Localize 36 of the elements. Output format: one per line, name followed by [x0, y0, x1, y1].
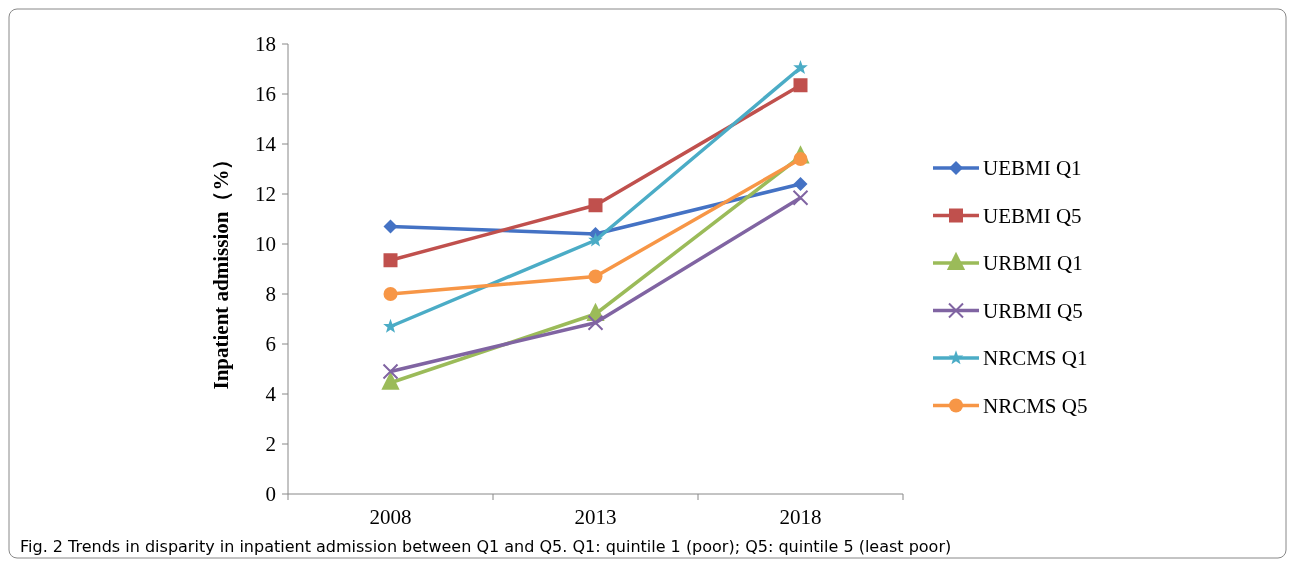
y-tick-label: 8 [265, 282, 276, 307]
point [793, 152, 808, 166]
x-tick-label: 2008 [369, 505, 412, 529]
point [383, 219, 398, 234]
y-tick-label: 12 [255, 182, 276, 207]
point [382, 363, 399, 380]
y-tick-label: 4 [265, 382, 277, 407]
x-tick-label: 2013 [574, 505, 617, 529]
x-tick-label: 2018 [779, 505, 822, 529]
point [381, 371, 400, 390]
y-tick-label: 16 [255, 82, 276, 107]
y-axis-title: Inpatient admission（%） [209, 148, 233, 390]
legend-label: UEBMI Q5 [983, 203, 1082, 228]
y-tick-label: 2 [265, 432, 276, 457]
point [383, 318, 398, 333]
point [793, 60, 808, 74]
y-tick-label: 18 [255, 32, 276, 57]
caption: Fig. 2 Trends in disparity in inpatient admission between Q1 and Q5. Q1: quintile 1 (poor); Q5: quintile 5 (least poor) [20, 537, 952, 556]
point [383, 253, 398, 268]
legend-label: NRCMS Q1 [983, 346, 1088, 371]
point [383, 287, 398, 301]
legend-label: NRCMS Q5 [983, 393, 1088, 418]
point [588, 198, 603, 213]
y-tick-label: 10 [255, 232, 276, 257]
y-tick-label: 14 [255, 132, 277, 157]
legend-label: UEBMI Q1 [983, 156, 1082, 181]
y-tick-label: 6 [265, 332, 276, 357]
point [588, 232, 603, 247]
point [793, 177, 808, 191]
point [793, 78, 808, 93]
point [588, 269, 603, 284]
point [792, 189, 809, 206]
legend-label: URBMI Q5 [983, 298, 1083, 323]
y-tick-label: 0 [265, 482, 276, 507]
point [587, 314, 604, 331]
legend-label: URBMI Q1 [983, 251, 1083, 276]
